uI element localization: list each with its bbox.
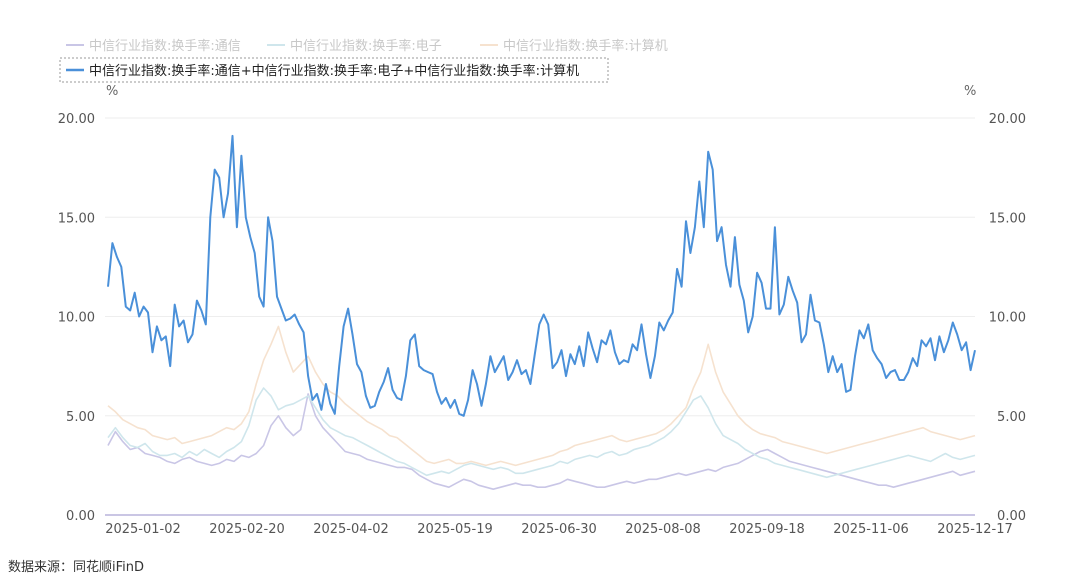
x-tick-label: 2025-01-02 xyxy=(105,522,181,537)
x-tick-label: 2025-05-19 xyxy=(417,522,493,537)
y-tick-label-right: 5.00 xyxy=(997,410,1026,425)
x-tick-label: 2025-09-18 xyxy=(729,522,805,537)
series-line-3 xyxy=(107,134,976,417)
gridlines xyxy=(105,117,975,516)
y-tick-label-left: 10.00 xyxy=(58,311,95,326)
legend-item-electronics[interactable]: 中信行业指数:换手率:电子 xyxy=(267,38,442,54)
x-tick-label: 2025-11-06 xyxy=(833,522,909,537)
x-tick-label: 2025-06-30 xyxy=(521,522,597,537)
x-tick-label: 2025-12-17 xyxy=(937,522,1013,537)
legend-label-telecom: 中信行业指数:换手率:通信 xyxy=(89,38,241,54)
y-axis-unit-right: % xyxy=(964,84,976,99)
legend-item-computer[interactable]: 中信行业指数:换手率:计算机 xyxy=(480,38,668,54)
y-tick-label-left: 5.00 xyxy=(66,410,95,425)
series-line-1 xyxy=(107,387,976,479)
legend-item-telecom[interactable]: 中信行业指数:换手率:通信 xyxy=(66,38,241,54)
legend-label-electronics: 中信行业指数:换手率:电子 xyxy=(290,38,442,54)
y-tick-label-right: 20.00 xyxy=(989,112,1026,127)
legend-label-sum: 中信行业指数:换手率:通信+中信行业指数:换手率:电子+中信行业指数:换手率:计… xyxy=(89,63,579,79)
data-source-note: 数据来源：同花顺iFinD xyxy=(8,560,145,575)
y-tick-label-left: 15.00 xyxy=(58,211,95,226)
x-tick-label: 2025-02-20 xyxy=(209,522,285,537)
series-line-2 xyxy=(107,325,976,467)
y-axis-left: 0.00 5.00 10.00 15.00 20.00 xyxy=(58,112,95,524)
series-lines xyxy=(107,134,976,491)
y-tick-label-right: 10.00 xyxy=(989,311,1026,326)
y-tick-label-right: 0.00 xyxy=(997,509,1026,524)
x-tick-label: 2025-08-08 xyxy=(625,522,701,537)
y-axis-unit-left: % xyxy=(106,84,118,99)
y-tick-label-left: 0.00 xyxy=(66,509,95,524)
legend-focus-box xyxy=(59,57,609,83)
y-tick-label-right: 15.00 xyxy=(989,211,1026,226)
legend-label-computer: 中信行业指数:换手率:计算机 xyxy=(503,38,668,54)
x-axis: 2025-01-02 2025-02-20 2025-04-02 2025-05-19… xyxy=(105,522,1013,537)
legend-item-sum[interactable]: 中信行业指数:换手率:通信+中信行业指数:换手率:电子+中信行业指数:换手率:计… xyxy=(59,57,609,83)
y-axis-right: 0.00 5.00 10.00 15.00 20.00 xyxy=(989,112,1026,524)
x-tick-label: 2025-04-02 xyxy=(313,522,389,537)
legend: 中信行业指数:换手率:通信 中信行业指数:换手率:电子 中信行业指数:换手率:计… xyxy=(59,38,668,83)
series-line-0 xyxy=(107,393,976,491)
y-tick-label-left: 20.00 xyxy=(58,112,95,127)
